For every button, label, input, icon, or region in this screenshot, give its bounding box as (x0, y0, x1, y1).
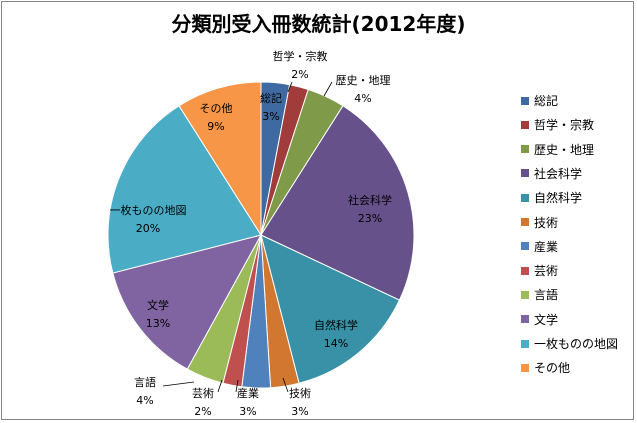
legend-item: その他 (521, 359, 570, 376)
data-label: 23% (358, 212, 382, 225)
chart-title: 分類別受入冊数統計(2012年度) (171, 12, 466, 36)
legend-item: 社会科学 (521, 165, 582, 182)
leader-line (235, 379, 239, 393)
category-label: 一枚ものの地図 (110, 203, 187, 217)
legend-label: 哲学・宗教 (534, 118, 595, 133)
leader-line (217, 379, 223, 393)
data-label: 4% (136, 394, 153, 407)
legend-item: 一枚ものの地図 (521, 335, 618, 352)
pie-slice-11 (178, 81, 262, 237)
legend-swatch (521, 266, 529, 275)
legend-label: 産業 (534, 239, 559, 254)
legend-swatch (521, 339, 529, 348)
legend-item: 芸術 (521, 262, 558, 279)
data-label: 3% (291, 405, 308, 418)
legend-item: 産業 (521, 238, 558, 255)
category-label: 哲学・宗教 (273, 49, 328, 63)
legend-item: 歴史・地理 (521, 141, 594, 158)
category-label: 芸術 (192, 387, 214, 400)
legend-label: 社会科学 (534, 166, 583, 181)
category-label: 文学 (147, 298, 169, 312)
data-label: 2% (194, 405, 211, 418)
data-label: 9% (207, 120, 224, 133)
legend-label: 一枚ものの地図 (534, 337, 619, 351)
leader-line (162, 381, 195, 387)
category-label: 言語 (134, 375, 156, 389)
legend-label: 技術 (534, 215, 559, 230)
legend-label: 自然科学 (534, 191, 583, 206)
legend-label: その他 (534, 361, 571, 376)
data-label: 3% (262, 110, 279, 123)
legend-label: 芸術 (534, 264, 559, 279)
data-label: 14% (324, 337, 348, 350)
legend-swatch (521, 145, 529, 154)
legend-item: 文学 (521, 311, 558, 328)
legend-swatch (521, 96, 529, 105)
legend-swatch (521, 193, 529, 202)
data-label: 4% (354, 92, 371, 105)
leader-line (323, 81, 333, 97)
category-label: 社会科学 (348, 193, 392, 207)
category-label: 自然科学 (314, 318, 358, 332)
data-label: 3% (239, 405, 256, 418)
legend-swatch (521, 120, 529, 129)
legend-label: 総記 (534, 94, 559, 108)
legend-item: 言語 (521, 286, 558, 303)
legend-swatch (521, 218, 529, 226)
legend-swatch (521, 290, 529, 299)
legend-label: 言語 (534, 288, 559, 303)
category-label: 歴史・地理 (336, 74, 391, 87)
legend-swatch (521, 242, 529, 251)
pie-slice-9 (112, 234, 262, 370)
pie-slice-3 (260, 105, 415, 301)
data-label: 20% (136, 222, 160, 235)
pie-slice-4 (260, 234, 401, 384)
legend-item: 自然科学 (521, 189, 582, 206)
leader-line (282, 377, 289, 393)
legend-item: 哲学・宗教 (521, 116, 594, 133)
leader-line (287, 81, 293, 93)
data-label: 13% (146, 317, 170, 330)
data-label: 2% (291, 68, 308, 81)
pie-slice-10 (107, 105, 262, 274)
category-label: 総記 (260, 91, 282, 105)
legend-swatch (521, 315, 529, 324)
legend-item: 技術 (521, 214, 558, 231)
legend-label: 文学 (534, 312, 559, 327)
legend-swatch (521, 363, 529, 372)
category-label: その他 (200, 102, 233, 115)
legend-swatch (521, 169, 529, 178)
category-label: 技術 (289, 387, 311, 400)
category-label: 産業 (237, 387, 259, 400)
legend-item: 総記 (521, 92, 558, 109)
legend-label: 歴史・地理 (534, 142, 595, 157)
